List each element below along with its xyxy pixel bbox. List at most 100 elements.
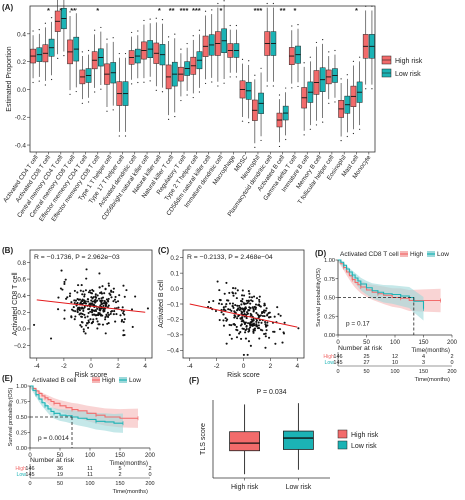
- scatter-point-c: [235, 297, 238, 300]
- scatter-point-c: [266, 324, 269, 327]
- risk-table-cell-d: 25: [363, 354, 369, 360]
- box-outlier-high: [131, 83, 133, 85]
- x-tick-label-c: -2: [214, 363, 220, 370]
- scatter-point-c: [265, 329, 268, 332]
- risk-table-cell-e: 11: [87, 472, 93, 478]
- scatter-point-c: [255, 319, 258, 322]
- scatter-point-c: [246, 301, 249, 305]
- scatter-point-b: [89, 310, 92, 313]
- box-outlier-low: [285, 87, 287, 89]
- scatter-point-b: [97, 297, 101, 300]
- scatter-point-c: [268, 336, 271, 339]
- significance-mark: ***: [180, 6, 189, 15]
- scatter-point-c: [226, 299, 229, 302]
- scatter-point-b: [98, 286, 101, 289]
- scatter-point-c: [218, 318, 221, 322]
- scatter-point-c: [228, 333, 231, 337]
- scatter-point-c: [231, 292, 235, 295]
- scatter-point-c: [264, 320, 267, 324]
- scatter-point-c: [248, 329, 251, 332]
- scatter-point-b: [123, 318, 126, 321]
- scatter-point-c: [283, 321, 286, 324]
- scatter-point-b: [112, 300, 115, 303]
- box-outlier-low: [272, 85, 274, 87]
- scatter-point-c: [241, 297, 244, 301]
- scatter-point-b: [107, 284, 111, 287]
- scatter-point-b: [115, 313, 118, 316]
- significance-mark: *: [355, 6, 358, 15]
- box-outlier-low: [272, 2, 274, 5]
- scatter-point-b: [78, 313, 81, 316]
- box-outlier-high: [94, 29, 96, 31]
- risk-table-x-title-e: Time(months): [112, 489, 148, 495]
- box-outlier-low: [334, 49, 336, 52]
- scatter-point-b: [104, 318, 107, 321]
- significance-mark: *: [47, 6, 50, 15]
- box-outlier-low: [75, 8, 77, 10]
- scatter-point-b: [75, 304, 78, 307]
- x-tick-label-e: 200: [145, 453, 156, 459]
- scatter-point-c: [220, 303, 223, 306]
- scatter-point-c: [247, 340, 251, 343]
- significance-mark: **: [70, 6, 76, 15]
- scatter-point-c: [231, 305, 234, 308]
- scatter-point-b: [114, 320, 117, 323]
- legend-swatch-f: [337, 429, 348, 439]
- scatter-point-c: [239, 317, 242, 320]
- box-outlier-high: [57, 57, 59, 59]
- box-outlier-low: [174, 33, 176, 35]
- scatter-point-c: [261, 314, 265, 318]
- significance-mark: ***: [254, 6, 263, 15]
- scatter-point-c: [228, 291, 231, 294]
- scatter-point-b: [112, 287, 115, 290]
- box-outlier-low: [235, 76, 238, 78]
- scatter-point-c: [225, 281, 228, 284]
- scatter-point-c: [258, 304, 261, 307]
- x-tick-label-b: 0: [89, 363, 93, 370]
- y-tick-label-c: 0.2: [170, 255, 179, 262]
- scatter-point-c: [212, 300, 215, 303]
- scatter-point-c: [236, 304, 239, 307]
- scatter-point-b: [70, 301, 73, 304]
- y-tick-label-a: 0.2: [17, 59, 26, 66]
- scatter-point-c: [268, 316, 271, 319]
- scatter-point-c: [243, 294, 246, 297]
- risk-table-cell-d: 0: [450, 360, 453, 366]
- scatter-point-c: [254, 306, 257, 309]
- box-outlier-high: [44, 22, 46, 24]
- x-tick-label-b: 4: [143, 363, 147, 370]
- scatter-point-c: [224, 309, 227, 312]
- scatter-point-b: [57, 296, 60, 299]
- y-tick-label-c: −0.4: [167, 348, 180, 355]
- scatter-point-c: [252, 323, 255, 326]
- scatter-point-b: [83, 313, 86, 316]
- scatter-point-c: [232, 294, 235, 297]
- box-outlier-low: [334, 101, 336, 103]
- significance-mark: *: [158, 6, 161, 15]
- box-outlier-high: [340, 78, 342, 80]
- scatter-point-b: [82, 290, 85, 293]
- scatter-point-c: [241, 317, 244, 320]
- f-box-high-risk: [229, 431, 260, 452]
- km-title-e: Activated B cell: [32, 377, 77, 384]
- scatter-point-b: [91, 309, 94, 312]
- risk-table-x-tick-d: 50: [363, 369, 369, 375]
- risk-table-cell-e: 0: [148, 472, 151, 478]
- scatter-point-b: [107, 315, 110, 319]
- km-legend-label-d: High: [410, 251, 424, 258]
- scatter-point-b: [119, 314, 122, 317]
- x-tick-label-c: 0: [242, 363, 246, 370]
- scatter-point-b: [100, 303, 103, 306]
- scatter-point-b: [90, 311, 94, 314]
- scatter-point-c: [256, 313, 259, 316]
- box-outlier-high: [180, 99, 182, 102]
- risk-table-title-e: Number at risk: [30, 457, 75, 464]
- box-outlier-high: [81, 102, 83, 104]
- scatter-point-b: [125, 289, 128, 292]
- box-outlier-low: [137, 30, 139, 32]
- box-outlier-low: [322, 39, 324, 41]
- box-outlier-low: [371, 5, 373, 7]
- scatter-point-c: [249, 302, 252, 305]
- scatter-point-c: [258, 337, 261, 340]
- scatter-point-b: [91, 288, 94, 292]
